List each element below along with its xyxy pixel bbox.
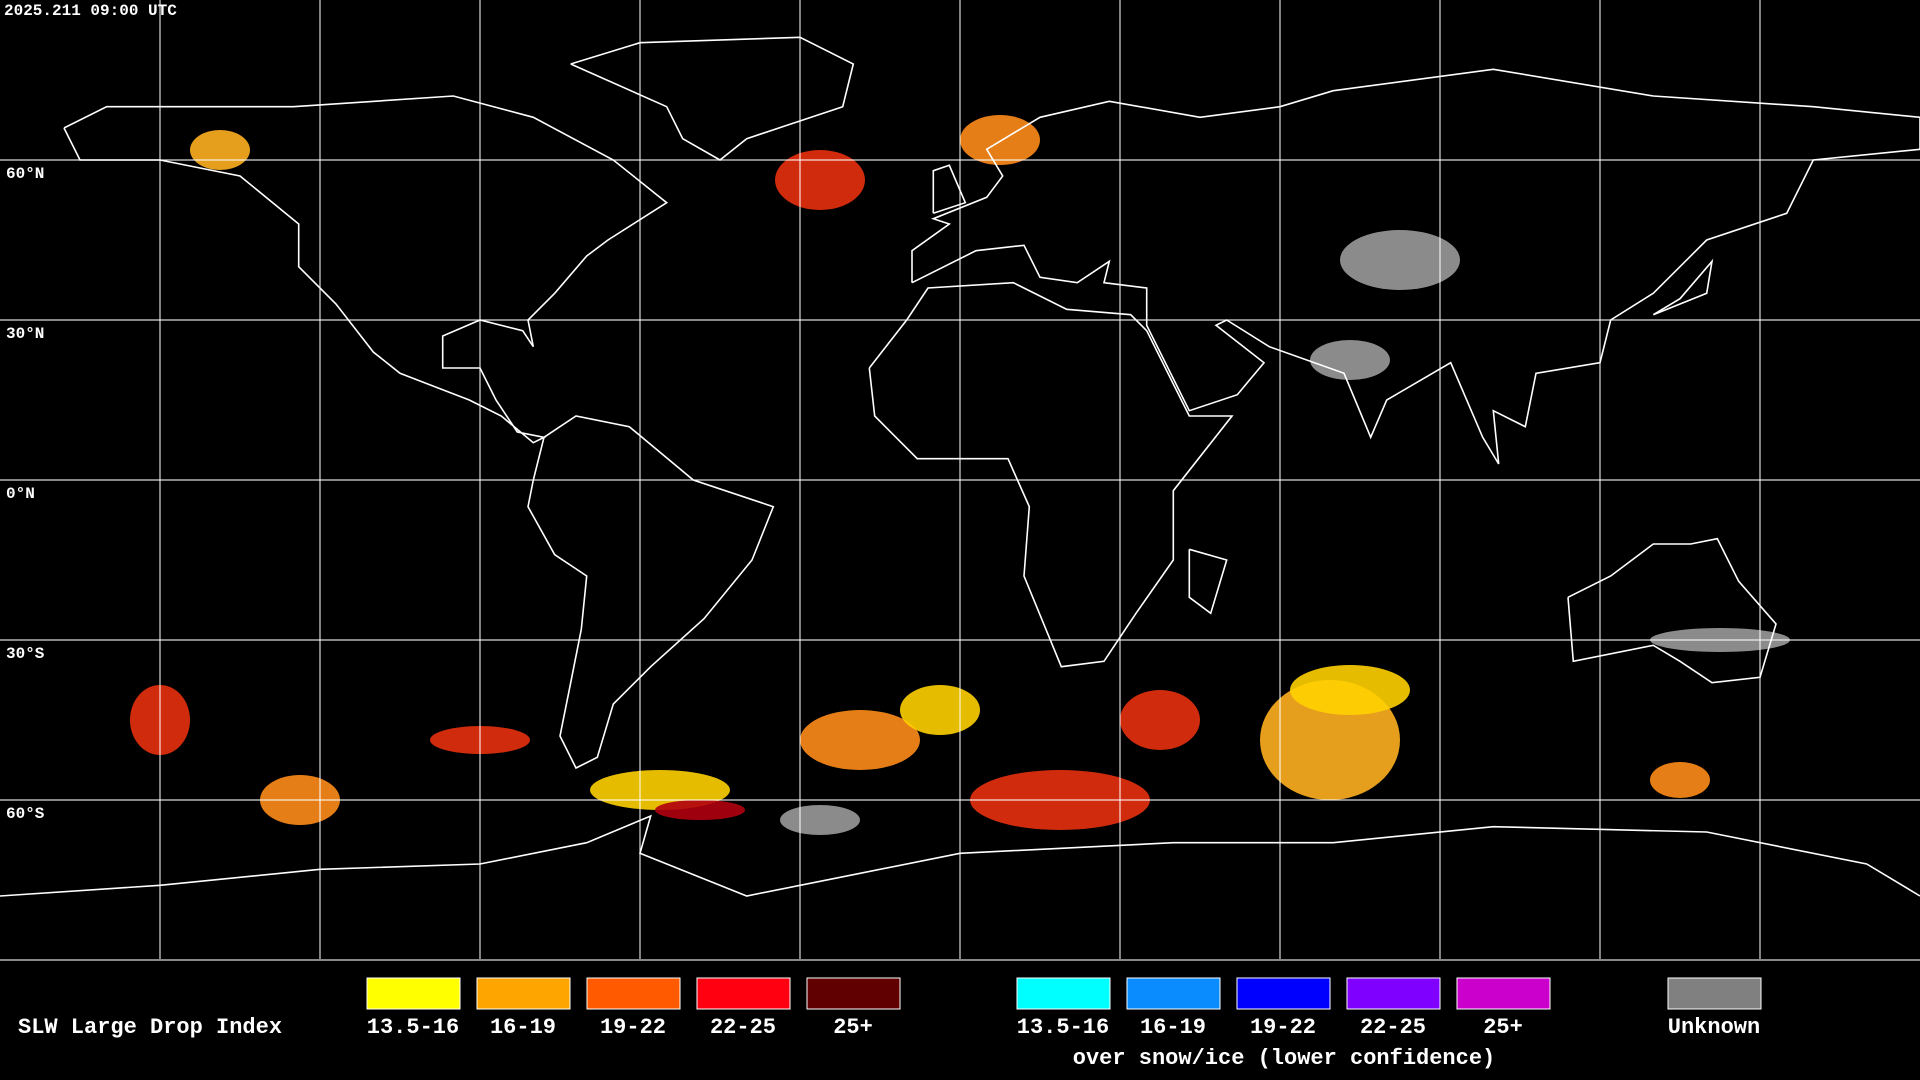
latitude-label: 30°S [6,645,45,663]
patch [190,130,250,170]
patch [1650,762,1710,798]
legend-caption: over snow/ice (lower confidence) [1073,1046,1495,1071]
legend-swatch [1126,977,1221,1010]
latitude-label: 60°N [6,165,44,183]
graticule: 60°N 30°N 0°N 30°S 60°S [0,0,1920,961]
coastline [911,68,1920,465]
coastline [868,281,1234,668]
legend-label: 16-19 [490,1015,556,1040]
legend-swatch [1667,977,1762,1010]
legend-swatch [1016,977,1111,1010]
coastline [932,164,967,215]
coastline [1567,537,1777,684]
legend-swatch [696,977,791,1010]
legend-swatch [1456,977,1551,1010]
legend-swatch [1346,977,1441,1010]
patch [900,685,980,735]
legend-swatch [586,977,681,1010]
patch [1120,690,1200,750]
coastline [1188,548,1228,615]
latitude-label: 0°N [6,485,35,503]
patch [780,805,860,835]
legend-label: 22-25 [710,1015,776,1040]
legend-label: 16-19 [1140,1015,1206,1040]
patch [800,710,920,770]
coastline [1652,258,1714,316]
legend-label: 19-22 [600,1015,666,1040]
legend-label: 19-22 [1250,1015,1316,1040]
legend-label: 13.5-16 [1017,1015,1109,1040]
legend-swatch [366,977,461,1010]
patch [960,115,1040,165]
coastline [570,36,855,161]
latitude-label: 60°S [6,805,45,823]
patch [1310,340,1390,380]
legend-swatch [476,977,571,1010]
latitude-label: 30°N [6,325,44,343]
legend: 13.5-16 16-19 19-22 22-25 25+ 13.5-16 16-19 19-… [366,977,1762,1040]
coastline [63,95,669,444]
legend-title: SLW Large Drop Index [18,1015,282,1040]
legend-label: Unknown [1668,1015,1760,1040]
legend-label: 13.5-16 [367,1015,459,1040]
patch [655,800,745,820]
legend-swatch [806,977,901,1010]
timestamp: 2025.211 09:00 UTC [4,2,177,20]
patch [775,150,865,210]
legend-swatch [1236,977,1331,1010]
legend-label: 25+ [1483,1015,1523,1040]
patch [1290,665,1410,715]
patch [1340,230,1460,290]
legend-label: 22-25 [1360,1015,1426,1040]
legend-label: 25+ [833,1015,873,1040]
